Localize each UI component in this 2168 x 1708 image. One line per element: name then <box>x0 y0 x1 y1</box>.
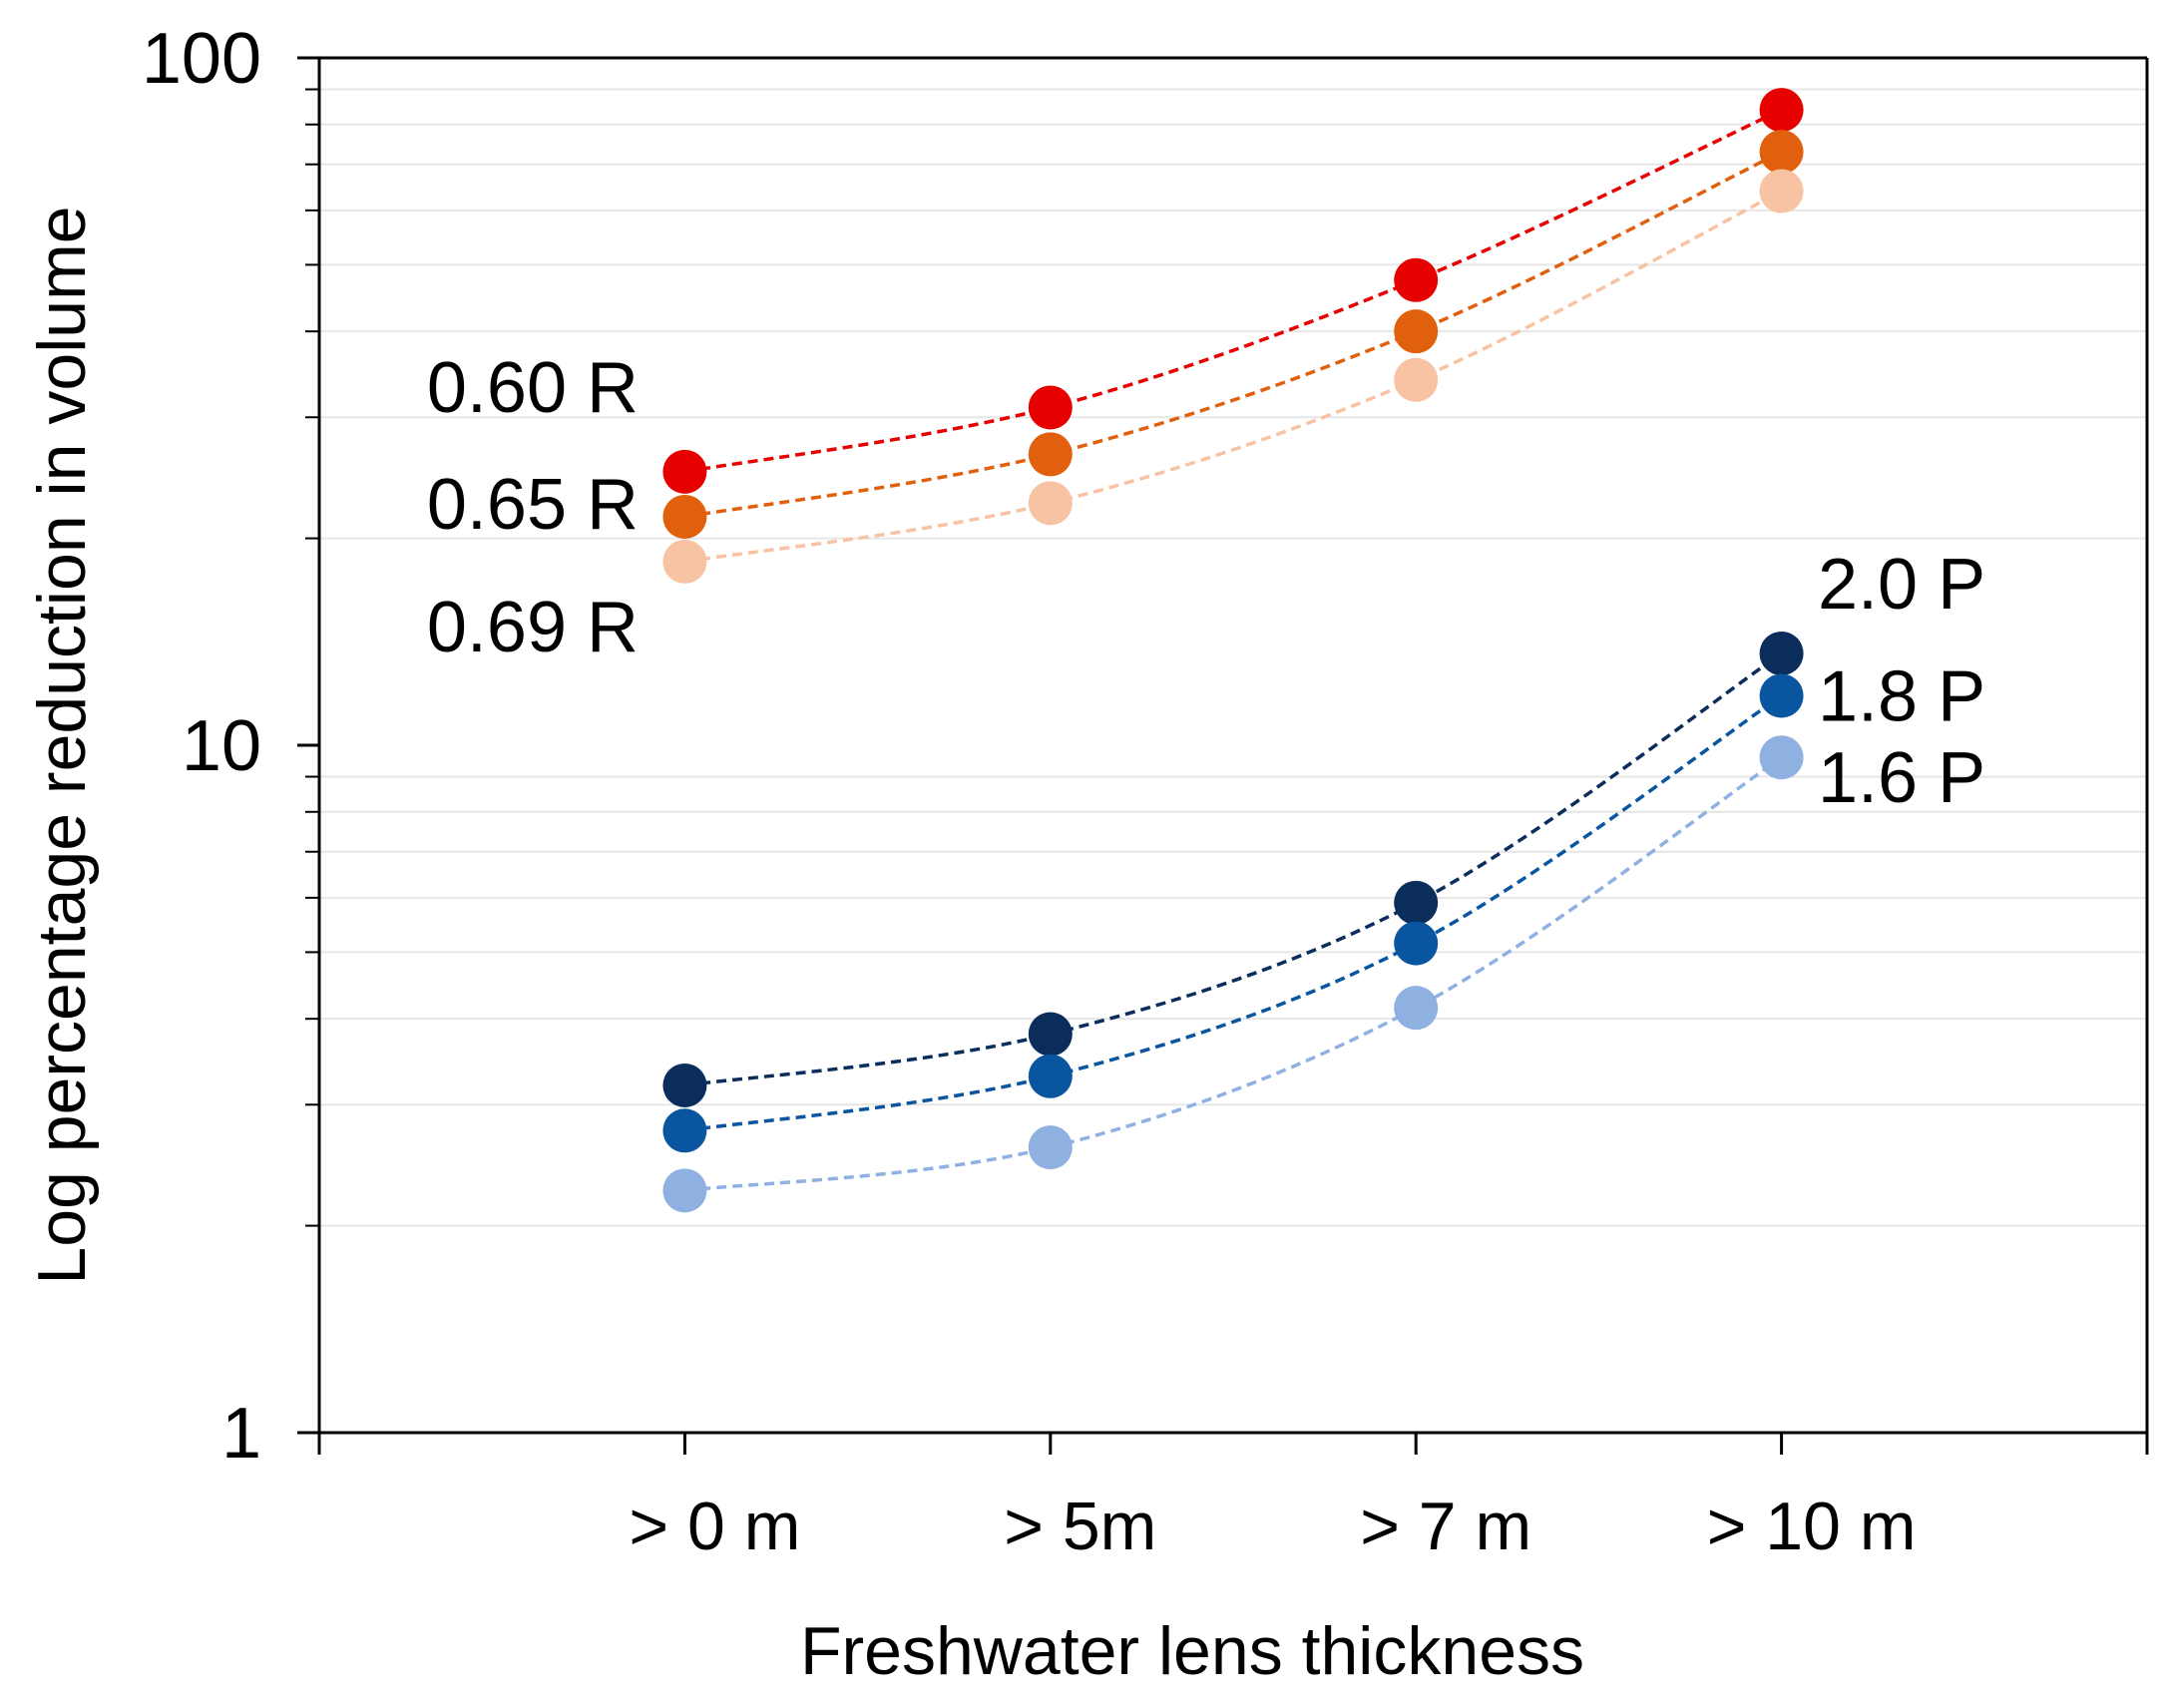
series-line <box>684 189 1783 564</box>
data-point <box>1394 921 1439 966</box>
series-label: 1.8 P <box>1818 656 1985 736</box>
grid-lines <box>319 88 2147 1227</box>
data-point <box>1028 432 1073 477</box>
data-point <box>1028 1054 1073 1098</box>
data-point <box>1759 631 1804 675</box>
x-tick-label: > 5m <box>1004 1489 1156 1564</box>
data-point <box>662 449 707 494</box>
series-labels: 0.60 R 0.65 R 0.69 R 2.0 P 1.8 P1.6 P <box>427 348 1985 818</box>
series-label: 0.60 R <box>427 348 639 428</box>
data-point <box>1028 1012 1073 1057</box>
series-line <box>684 150 1783 519</box>
data-point <box>1394 309 1439 354</box>
y-tick-label: 10 <box>182 706 261 786</box>
x-ticks: > 0 m > 5m > 7 m > 10 m <box>317 1433 2149 1564</box>
series-label: 0.69 R <box>427 588 639 667</box>
data-point <box>662 1108 707 1153</box>
series-label: 1.6 P <box>1818 738 1985 818</box>
series-line <box>684 651 1783 1087</box>
series-label: 2.0 P <box>1818 545 1985 625</box>
data-point <box>1394 880 1439 925</box>
y-axis-title: Log percentage reduction in volume <box>24 206 100 1284</box>
data-point <box>1759 673 1804 718</box>
series-line <box>684 755 1783 1193</box>
data-point <box>662 494 707 539</box>
series-label: 0.65 R <box>427 465 639 545</box>
x-tick-label: > 7 m <box>1360 1489 1531 1564</box>
data-point <box>1028 481 1073 526</box>
y-ticks: 1 10 100 <box>142 19 319 1474</box>
data-point <box>1759 130 1804 175</box>
x-axis-title: Freshwater lens thickness <box>800 1613 1584 1689</box>
data-point <box>1759 169 1804 214</box>
series-line <box>684 108 1783 474</box>
y-tick-label: 1 <box>221 1394 261 1474</box>
y-tick-label: 100 <box>142 19 261 99</box>
x-tick-label: > 0 m <box>629 1489 800 1564</box>
data-point <box>662 539 707 584</box>
series-line <box>684 694 1783 1133</box>
data-point <box>1394 357 1439 402</box>
data-point <box>1394 257 1439 302</box>
x-tick-label: > 10 m <box>1707 1489 1917 1564</box>
series <box>662 88 1804 1213</box>
data-point <box>1028 1125 1073 1170</box>
data-point <box>662 1063 707 1107</box>
data-point <box>1394 986 1439 1031</box>
data-point <box>1759 88 1804 133</box>
data-point <box>1028 385 1073 430</box>
data-point <box>662 1168 707 1213</box>
data-point <box>1759 735 1804 780</box>
